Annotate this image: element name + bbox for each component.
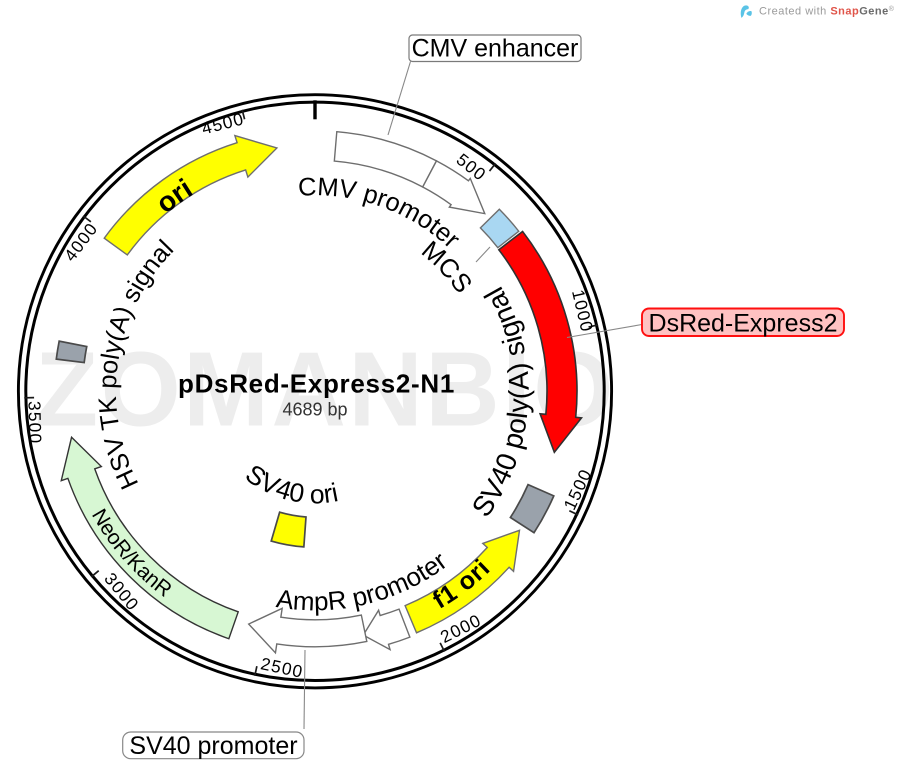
svg-text:CMV enhancer: CMV enhancer	[412, 35, 579, 63]
svg-text:3500: 3500	[24, 401, 45, 445]
svg-text:SV40 promoter: SV40 promoter	[129, 732, 297, 760]
svg-text:pDsRed-Express2-N1: pDsRed-Express2-N1	[178, 369, 455, 399]
svg-text:Created with SnapGene®: Created with SnapGene®	[759, 5, 895, 18]
svg-text:DsRed-Express2: DsRed-Express2	[649, 310, 838, 338]
svg-text:4689 bp: 4689 bp	[282, 400, 347, 420]
